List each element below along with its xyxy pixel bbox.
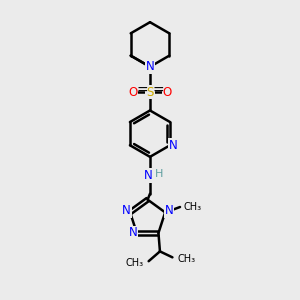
Text: O: O [128, 85, 137, 98]
Text: N: N [146, 60, 154, 73]
Text: H: H [155, 169, 164, 179]
Text: N: N [169, 139, 178, 152]
Text: CH₃: CH₃ [178, 254, 196, 264]
Text: N: N [122, 204, 130, 218]
Text: N: N [144, 169, 153, 182]
Text: =: = [152, 84, 164, 98]
Text: CH₃: CH₃ [184, 202, 202, 212]
Text: CH₃: CH₃ [125, 258, 143, 268]
Text: O: O [163, 85, 172, 98]
Text: N: N [165, 204, 173, 218]
Text: =: = [136, 84, 148, 98]
Text: N: N [129, 226, 137, 239]
Text: S: S [146, 85, 154, 98]
